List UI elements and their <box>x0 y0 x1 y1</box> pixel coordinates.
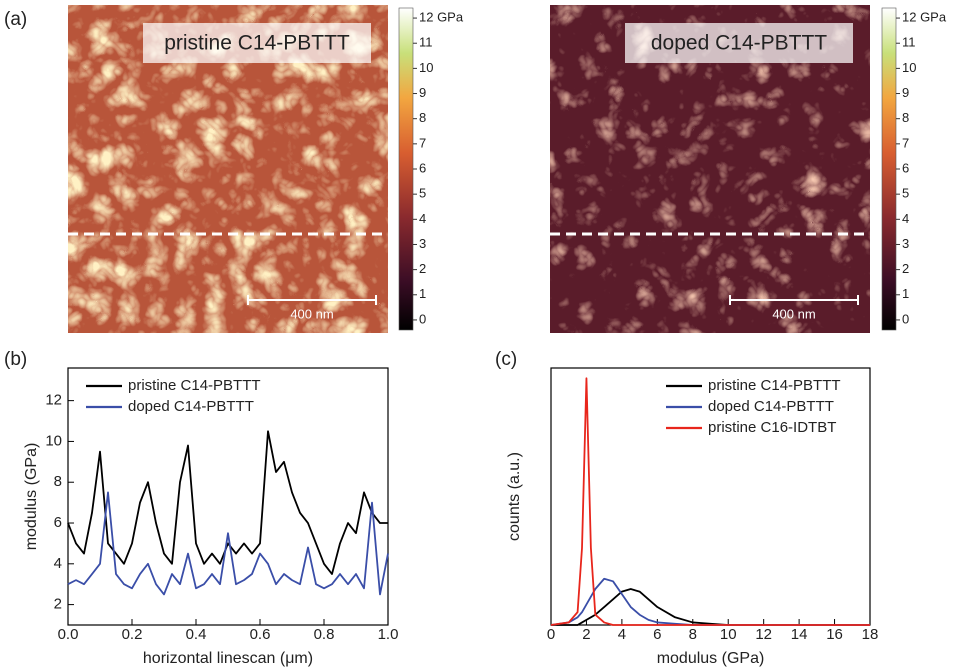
colorbar-tick-label: 0 <box>902 311 909 326</box>
x-tick-label: 4 <box>618 626 626 643</box>
colorbar-tick-label: 6 <box>419 160 426 175</box>
colorbar-tick-label: 3 <box>419 236 426 251</box>
colorbar-tick-label: 11 <box>419 35 433 50</box>
colorbar <box>398 7 414 331</box>
colorbar-tick-label: 5 <box>419 186 426 201</box>
legend-label: pristine C14-PBTTT <box>708 377 841 394</box>
scale-bar-label: 400 nm <box>290 306 333 321</box>
plot-frame <box>67 367 389 626</box>
x-tick-label: 0.4 <box>186 626 207 643</box>
y-tick-label: 4 <box>54 555 62 572</box>
x-tick-label: 0.8 <box>314 626 335 643</box>
x-tick-label: 0.0 <box>58 626 79 643</box>
data-line <box>551 588 870 626</box>
colorbar-tick-label: 12 GPa <box>902 10 947 25</box>
x-tick-label: 0 <box>547 626 555 643</box>
colorbar-tick-label: 6 <box>902 160 909 175</box>
y-tick-label: 8 <box>54 473 62 490</box>
x-tick-label: 14 <box>791 626 808 643</box>
colorbar-tick-label: 9 <box>419 85 426 100</box>
x-tick-label: 6 <box>653 626 661 643</box>
y-axis-label: counts (a.u.) <box>506 452 523 541</box>
panel-label: (b) <box>4 349 27 370</box>
colorbar-tick-label: 8 <box>419 110 426 125</box>
panel-label: (c) <box>495 349 517 370</box>
legend-label: pristine C16-IDTBT <box>708 419 836 436</box>
colorbar-tick-label: 10 <box>419 60 433 75</box>
colorbar-tick-label: 0 <box>419 311 426 326</box>
colorbar-tick-label: 8 <box>902 110 909 125</box>
x-axis-label: horizontal linescan (μm) <box>143 650 313 667</box>
y-tick-label: 2 <box>54 596 62 613</box>
label-box <box>143 23 371 63</box>
y-tick-label: 12 <box>45 392 62 409</box>
colorbar-tick-label: 2 <box>902 261 909 276</box>
y-tick-label: 6 <box>54 514 62 531</box>
colorbar-tick-label: 10 <box>902 60 916 75</box>
label-box <box>625 23 853 63</box>
colorbar-tick-label: 5 <box>902 186 909 201</box>
x-tick-label: 10 <box>720 626 737 643</box>
x-tick-label: 2 <box>582 626 590 643</box>
colorbar-tick-label: 1 <box>902 286 909 301</box>
colorbar-tick-label: 7 <box>902 135 909 150</box>
x-tick-label: 18 <box>862 626 879 643</box>
x-tick-label: 1.0 <box>378 626 399 643</box>
panel-label: (a) <box>4 9 27 30</box>
colorbar-tick-label: 3 <box>902 236 909 251</box>
colorbar-tick-label: 12 GPa <box>419 10 464 25</box>
image-label: doped C14-PBTTT <box>651 32 827 55</box>
x-tick-label: 12 <box>755 626 772 643</box>
colorbar-tick-label: 4 <box>419 211 426 226</box>
colorbar-tick-label: 7 <box>419 135 426 150</box>
x-tick-label: 0.6 <box>250 626 271 643</box>
legend-label: doped C14-PBTTT <box>128 398 254 415</box>
colorbar-tick-label: 11 <box>902 35 916 50</box>
data-line <box>550 377 870 626</box>
x-axis-label: modulus (GPa) <box>657 650 765 667</box>
colorbar-tick-label: 1 <box>419 286 426 301</box>
data-line <box>67 491 389 596</box>
x-tick-label: 8 <box>689 626 697 643</box>
y-tick-label: 10 <box>45 432 62 449</box>
x-tick-label: 0.2 <box>122 626 143 643</box>
colorbar-tick-label: 9 <box>902 85 909 100</box>
legend-label: doped C14-PBTTT <box>708 398 834 415</box>
scale-bar-label: 400 nm <box>772 306 815 321</box>
image-label: pristine C14-PBTTT <box>164 32 350 55</box>
colorbar-tick-label: 2 <box>419 261 426 276</box>
x-tick-label: 16 <box>826 626 843 643</box>
colorbar <box>881 7 897 331</box>
y-axis-label: modulus (GPa) <box>23 443 40 551</box>
colorbar-tick-label: 4 <box>902 211 909 226</box>
data-line <box>67 430 388 575</box>
legend-label: pristine C14-PBTTT <box>128 377 261 394</box>
